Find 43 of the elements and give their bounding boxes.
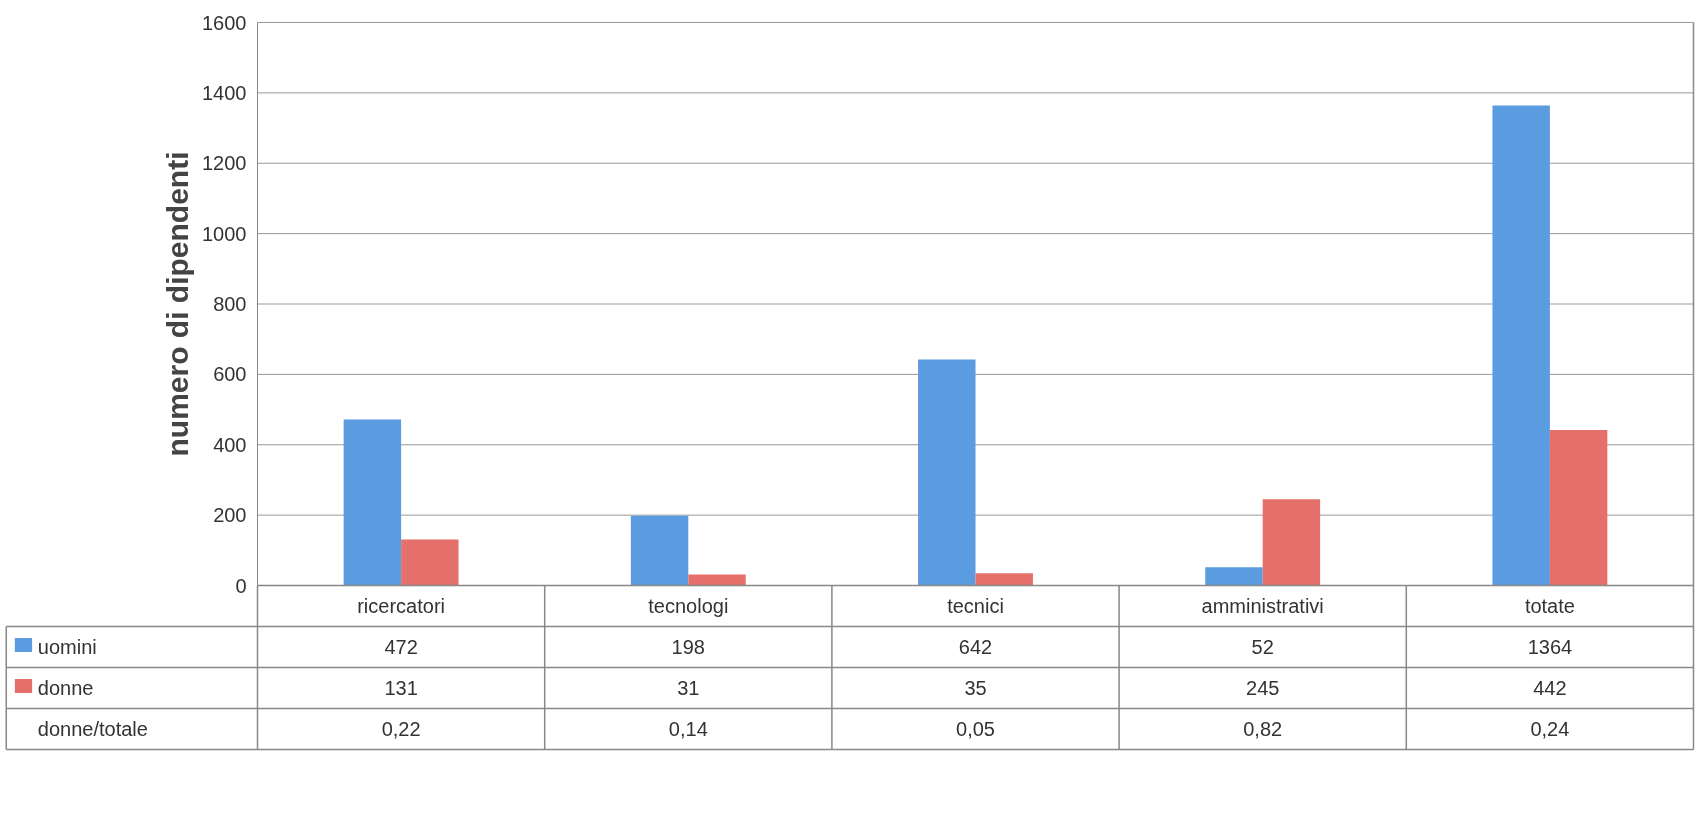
bar (1262, 499, 1321, 586)
text: 0,82 (1243, 718, 1283, 740)
y-tick-label: 0 (235, 574, 247, 597)
y-axis-title: numero di dipendenti (161, 151, 195, 457)
x-tick-label: totate (1524, 595, 1575, 617)
data-label: 52 (1251, 636, 1274, 658)
bar (1205, 567, 1263, 586)
data-label: 442 (1533, 677, 1567, 699)
x-tick-label: ricercatori (357, 595, 445, 617)
text: 0,14 (668, 718, 708, 740)
text: donne/totale (37, 718, 148, 740)
bar (975, 573, 1033, 586)
data-label: 245 (1246, 677, 1280, 699)
data-label: 472 (384, 636, 418, 658)
bar (1549, 429, 1608, 586)
y-tick-label: 1600 (202, 11, 247, 34)
x-tick-label: tecnici (947, 595, 1004, 617)
bar (401, 539, 459, 586)
y-tick-label: 400 (213, 433, 247, 456)
bar (1492, 105, 1550, 586)
data-label: 35 (964, 677, 987, 699)
y-tick-label: 1200 (202, 152, 247, 175)
text: 0,24 (1530, 718, 1570, 740)
legend-label: donne (37, 677, 94, 699)
text: 0,22 (381, 718, 421, 740)
data-label: 198 (671, 636, 705, 658)
data-label: 642 (958, 636, 993, 658)
data-label: 1364 (1527, 636, 1573, 658)
x-tick-label: amministrativi (1201, 595, 1324, 617)
bar (343, 419, 402, 586)
bar (918, 359, 976, 586)
y-tick-label: 200 (213, 504, 247, 527)
x-tick-label: tecnologi (648, 595, 729, 617)
y-tick-label: 1400 (202, 81, 247, 104)
y-tick-label: 800 (213, 293, 247, 315)
y-tick-label: 1000 (202, 222, 247, 245)
text: 0,05 (956, 718, 995, 740)
bar (630, 515, 689, 586)
legend-label: uomini (37, 636, 97, 658)
data-label: 131 (384, 677, 418, 699)
data-label: 31 (677, 677, 700, 699)
bar (688, 574, 746, 586)
y-tick-label: 600 (213, 363, 247, 386)
